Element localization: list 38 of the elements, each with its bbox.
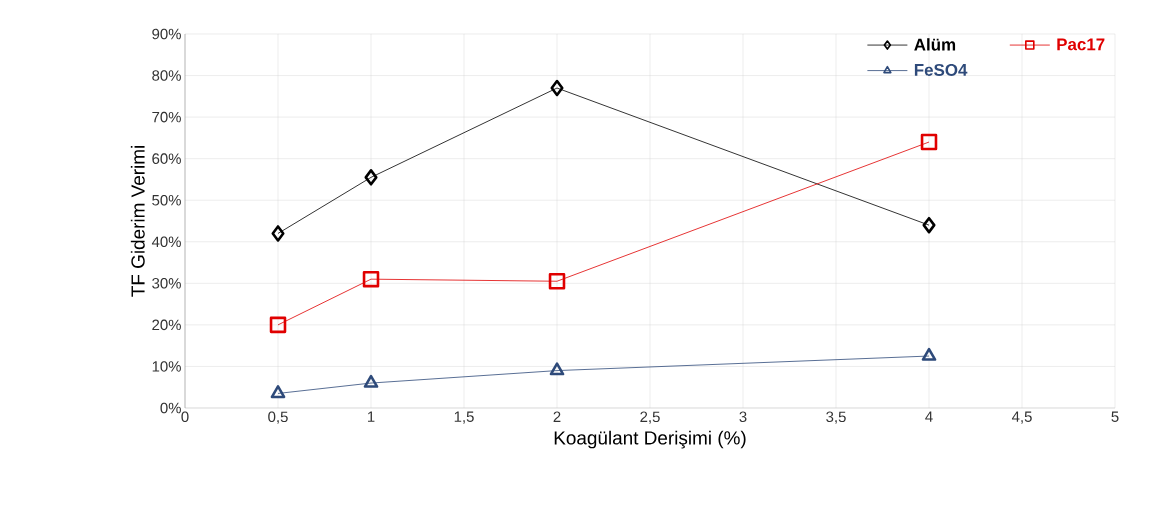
x-axis-title: Koagülant Derişimi (%) [554, 430, 746, 449]
y-tick-label: 0% [160, 402, 181, 414]
legend-label: FeSO4 [914, 63, 968, 76]
y-axis-title: TF Giderim Verimi [130, 146, 145, 297]
x-tick-label: 2 [553, 411, 561, 422]
point [362, 270, 380, 288]
y-tick-label: 50% [152, 194, 181, 206]
point [549, 362, 565, 376]
x-tick-label: 1,5 [454, 411, 474, 424]
x-tick-label: 4,5 [1011, 411, 1032, 424]
point [922, 216, 936, 234]
y-tick-label: 30% [152, 278, 181, 289]
point [920, 133, 938, 151]
legend-label: Alüm [914, 38, 956, 51]
point [271, 225, 285, 242]
y-tick-label: 40% [151, 236, 181, 248]
y-tick-label: 20% [152, 319, 181, 331]
point [921, 347, 937, 361]
point [364, 169, 378, 186]
point [548, 272, 566, 290]
y-tick-label: 80% [152, 70, 181, 81]
y-tick-label: 70% [152, 111, 181, 123]
point [270, 385, 286, 399]
point [363, 374, 379, 388]
legend-label: Pac17 [1057, 38, 1105, 51]
y-tick-label: 10% [152, 361, 181, 372]
x-tick-label: 2,5 [640, 411, 660, 424]
x-tick-label: 0 [181, 411, 189, 423]
point [269, 316, 287, 334]
point [550, 79, 564, 97]
y-tick-label: 90% [152, 28, 181, 40]
x-tick-label: 3,5 [826, 411, 846, 424]
x-tick-label: 4 [925, 411, 933, 422]
x-tick-label: 5 [1111, 411, 1119, 422]
x-tick-label: 1 [368, 411, 375, 422]
x-tick-label: 0,5 [268, 411, 288, 424]
y-tick-label: 60% [152, 153, 181, 164]
x-tick-label: 3 [739, 411, 747, 423]
